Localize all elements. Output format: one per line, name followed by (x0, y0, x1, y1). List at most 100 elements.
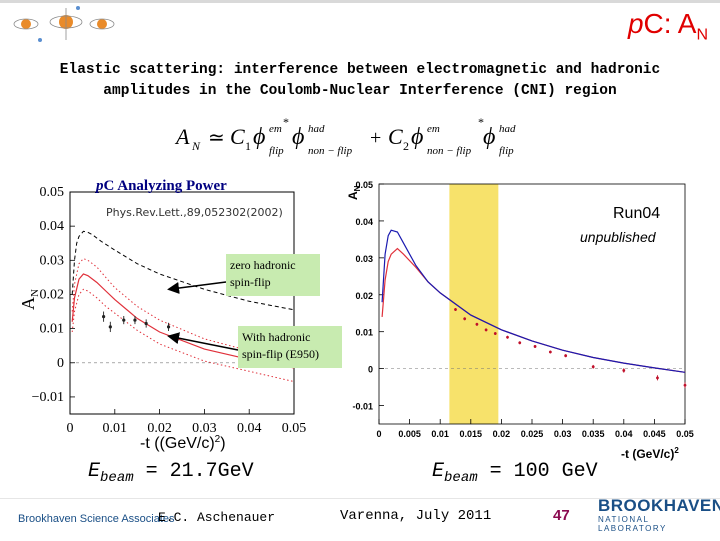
data-point (484, 328, 488, 332)
atom-logo-icon (13, 6, 115, 42)
x-tick-label: 0.035 (582, 429, 605, 439)
annotation-text: spin-flip (E950) (242, 347, 319, 361)
formula-approx: ≃ (208, 127, 225, 149)
series-line (71, 273, 295, 369)
header-divider (0, 0, 720, 3)
data-point (493, 332, 497, 335)
data-point (144, 321, 148, 326)
formula-star-2: * (478, 115, 484, 129)
data-point (622, 369, 626, 372)
right-chart-note: unpublished (580, 229, 657, 245)
an-formula: A N ≃ C 1 ϕ em * flip ϕ had non − flip +… (174, 115, 516, 157)
formula-c1-sub: 1 (245, 139, 251, 153)
left-chart-reference: Phys.Rev.Lett.,89,052302(2002) (106, 206, 283, 219)
formula-phi-1: ϕ (253, 124, 265, 150)
y-tick-label: 0.04 (40, 219, 65, 234)
energy-right: Ebeam = 100 GeV (432, 460, 598, 486)
left-chart-title: pC Analyzing Power (94, 178, 227, 194)
formula-flip-2: flip (499, 145, 514, 157)
right-chart: -0.01 0 0.01 0.02 0.03 0.04 0.05 0 0.005 0.01 0.01… (345, 172, 705, 464)
footer-org: Brookhaven Science Associates (18, 513, 175, 525)
data-point (122, 318, 126, 322)
x-tick-label: 0.03 (554, 429, 572, 439)
annotation-text: zero hadronic (230, 258, 296, 272)
formula-phi-3: ϕ (411, 124, 423, 150)
annotation-arrow (167, 332, 239, 351)
data-point (548, 350, 552, 354)
left-chart-xlabel: -t ((GeV/c)2) (140, 434, 226, 452)
x-tick-label: 0.01 (431, 429, 449, 439)
x-tick-label: 0.05 (676, 429, 694, 439)
data-point (518, 341, 522, 345)
annotation-text: spin-flip (230, 275, 271, 289)
data-point (102, 315, 106, 319)
right-chart-title: Run04 (613, 205, 660, 222)
footer-bar (0, 498, 720, 541)
bnl-logo-sub: NATIONAL LABORATORY (598, 515, 667, 533)
x-tick-label: 0.02 (493, 429, 511, 439)
formula-lhs: A (174, 124, 190, 149)
x-tick-label: 0.01 (103, 421, 128, 436)
formula-phi-4: ϕ (483, 124, 495, 150)
data-point (533, 345, 537, 348)
y-tick-label: -0.01 (352, 402, 373, 412)
left-chart-ylabel: AN (18, 289, 41, 310)
x-tick-label: 0.05 (282, 421, 307, 436)
right-chart-xlabel: -t (GeV/c)2 (621, 446, 679, 461)
x-tick-label: 0.025 (521, 429, 544, 439)
x-tick-label: 0.02 (147, 421, 172, 436)
formula-lhs-sub: N (191, 139, 201, 153)
data-point (475, 322, 479, 326)
formula-phi-2: ϕ (292, 124, 304, 150)
right-chart-plot-area: -0.01 0 0.01 0.02 0.03 0.04 0.05 0 0.005 0.01 0.01… (352, 180, 693, 439)
annotation-box (238, 326, 342, 368)
footer-venue: Varenna, July 2011 (340, 508, 492, 524)
slide-subtitle: Elastic scattering: interference between… (30, 60, 690, 102)
formula-nonflip-1: non − flip (308, 145, 353, 157)
annotation-zero-hadronic: zero hadronic spin-flip (226, 254, 320, 296)
y-tick-label: 0.02 (355, 291, 373, 301)
energy-left: Ebeam = 21.7GeV (88, 460, 254, 486)
formula-plus: + (370, 127, 381, 149)
formula-em-1: em (269, 123, 282, 135)
formula-nonflip-2: non − flip (427, 145, 472, 157)
data-point (166, 325, 171, 329)
y-tick-label: 0.01 (355, 328, 373, 338)
data-point (506, 335, 509, 339)
data-point (133, 318, 137, 322)
plot-frame (69, 191, 295, 415)
data-point (683, 383, 687, 387)
series-line (71, 230, 295, 311)
formula-em-2: em (427, 123, 440, 135)
formula-c2: C (388, 124, 403, 149)
annotation-text: With hadronic (242, 330, 311, 344)
y-tick-label: −0.01 (32, 390, 64, 405)
y-tick-label: 0.05 (40, 185, 65, 200)
formula-c1: C (230, 124, 245, 149)
series-line (381, 247, 686, 373)
x-tick-label: 0.045 (643, 429, 666, 439)
data-point (564, 354, 568, 358)
y-tick-label: 0 (57, 356, 64, 371)
y-tick-label: 0.04 (355, 217, 373, 227)
left-chart: −0.01 0 0.01 0.02 0.03 0.04 0.05 0 0.01 0.02 0.03 0… (10, 170, 346, 460)
formula-had-2: had (499, 123, 516, 135)
data-point (656, 376, 659, 380)
right-chart-ylabel: AN (346, 185, 362, 200)
highlight-band (449, 184, 499, 424)
data-point (463, 317, 467, 321)
x-tick-label: 0.04 (237, 421, 262, 436)
y-tick-label: 0.01 (40, 322, 65, 337)
annotation-with-hadronic: With hadronic spin-flip (E950) (238, 326, 342, 368)
annotation-box (226, 254, 320, 296)
y-tick-label: 0.03 (40, 253, 65, 268)
x-tick-label: 0.03 (192, 421, 217, 436)
y-tick-label: 0.05 (355, 180, 373, 190)
x-tick-label: 0 (67, 421, 74, 436)
formula-had-1: had (308, 123, 325, 135)
x-tick-label: 0.005 (398, 429, 421, 439)
subtitle-line-2: amplitudes in the Coulomb-Nuclear Interf… (103, 83, 617, 99)
series-line (381, 229, 686, 373)
footer-author: E.C. Aschenauer (158, 510, 276, 525)
y-tick-label: 0.03 (355, 254, 373, 264)
